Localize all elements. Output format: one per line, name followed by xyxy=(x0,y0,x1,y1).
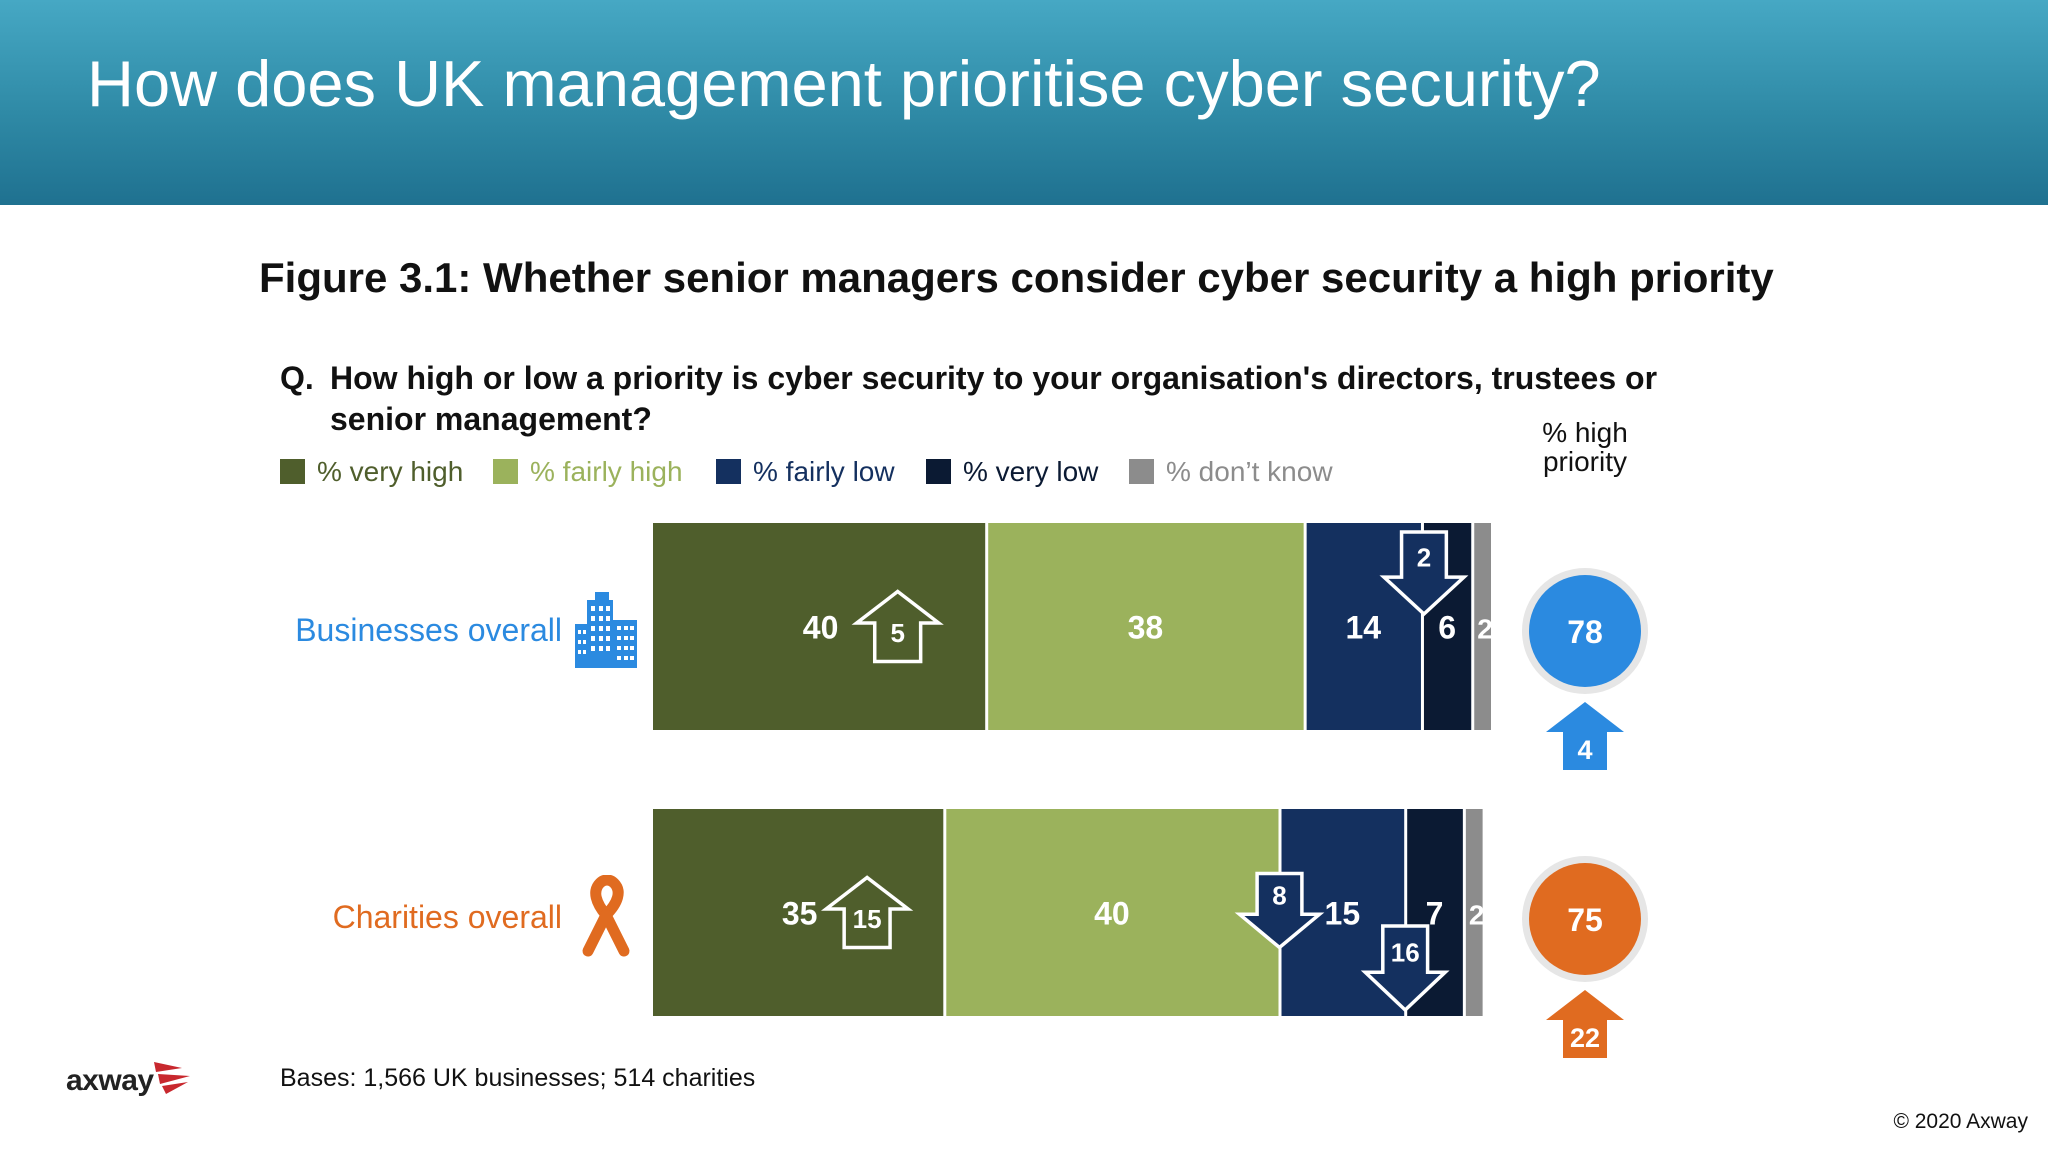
legend-item-dont-know: % don’t know xyxy=(1129,456,1333,488)
legend-label: % don’t know xyxy=(1166,456,1333,487)
change-arrow-0-1-shape xyxy=(1379,530,1469,617)
legend-item-very-low: % very low xyxy=(926,456,1098,488)
bases-note: Bases: 1,566 UK businesses; 514 charitie… xyxy=(280,1064,756,1092)
bar-value-label-0-3: 6 xyxy=(1438,610,1456,646)
change-arrow-1-0-label: 15 xyxy=(853,904,882,934)
bar-value-label-0-4: 2 xyxy=(1477,614,1493,645)
bar-value-label-1-0: 35 xyxy=(782,896,818,932)
bar-value-label-1-1: 40 xyxy=(1094,896,1130,932)
bar-segment-0-4 xyxy=(1474,523,1491,730)
question-marker: Q. xyxy=(280,360,314,396)
change-arrow-0-1-label: 2 xyxy=(1417,542,1431,572)
bar-value-label-1-2: 15 xyxy=(1325,896,1361,932)
survey-question: Q. How high or low a priority is cyber s… xyxy=(280,358,1680,440)
high-priority-change-arrow-1 xyxy=(1546,990,1624,1058)
high-priority-header: % high priority xyxy=(1542,417,1628,477)
legend-swatch xyxy=(716,459,741,484)
axway-logo-mark-icon xyxy=(154,1062,190,1094)
change-arrow-1-1-label: 8 xyxy=(1272,881,1286,911)
high-priority-change-label-0: 4 xyxy=(1577,735,1592,765)
figure-title: Figure 3.1: Whether senior managers cons… xyxy=(259,254,1774,301)
legend-swatch xyxy=(926,459,951,484)
change-arrow-1-0-shape xyxy=(820,875,914,950)
legend-label: % very high xyxy=(317,456,464,487)
change-arrow-1-2-shape xyxy=(1360,924,1450,1013)
change-arrow-0-0-shape xyxy=(851,589,944,664)
legend-item-very-high: % very high xyxy=(280,456,463,488)
bar-value-label-0-2: 14 xyxy=(1346,610,1382,646)
high-priority-circle-0 xyxy=(1529,575,1641,687)
bar-segment-1-0 xyxy=(653,809,944,1016)
high-priority-value-1: 75 xyxy=(1567,902,1603,938)
bar-segment-1-4 xyxy=(1465,809,1483,1016)
axway-logo: axway xyxy=(66,1062,190,1098)
page-title: How does UK management prioritise cyber … xyxy=(87,47,1601,120)
building-icon xyxy=(575,592,637,668)
high-priority-change-label-1: 22 xyxy=(1570,1023,1600,1053)
legend-label: % fairly low xyxy=(753,456,895,487)
category-label-businesses: Businesses overall xyxy=(295,612,562,648)
legend-item-fairly-high: % fairly high xyxy=(493,456,683,488)
header-banner: How does UK management prioritise cyber … xyxy=(0,0,2048,205)
bar-value-label-0-1: 38 xyxy=(1128,610,1164,646)
change-arrow-1-2-label: 16 xyxy=(1391,937,1420,967)
legend-swatch xyxy=(493,459,518,484)
high-priority-value-0: 78 xyxy=(1567,614,1603,650)
bar-segment-1-1 xyxy=(946,809,1279,1016)
change-arrow-0-0-label: 5 xyxy=(890,618,904,648)
high-priority-circle-1 xyxy=(1529,863,1641,975)
ribbon-icon xyxy=(582,875,630,957)
question-text: How high or low a priority is cyber secu… xyxy=(330,360,1658,437)
category-label-charities: Charities overall xyxy=(332,899,562,935)
copyright: © 2020 Axway xyxy=(1893,1110,2028,1133)
legend-swatch xyxy=(1129,459,1154,484)
bar-value-label-1-4: 2 xyxy=(1469,900,1485,931)
legend-item-fairly-low: % fairly low xyxy=(716,456,895,488)
bar-value-label-0-0: 40 xyxy=(803,610,839,646)
legend-label: % fairly high xyxy=(530,456,683,487)
high-priority-change-arrow-0 xyxy=(1546,702,1624,770)
logo-text: axway xyxy=(66,1064,154,1097)
bar-value-label-1-3: 7 xyxy=(1426,896,1444,932)
bar-segment-0-0 xyxy=(653,523,986,730)
legend-swatch xyxy=(280,459,305,484)
bar-segment-0-1 xyxy=(988,523,1304,730)
legend-label: % very low xyxy=(963,456,1099,487)
change-arrow-1-1-shape xyxy=(1234,871,1325,950)
